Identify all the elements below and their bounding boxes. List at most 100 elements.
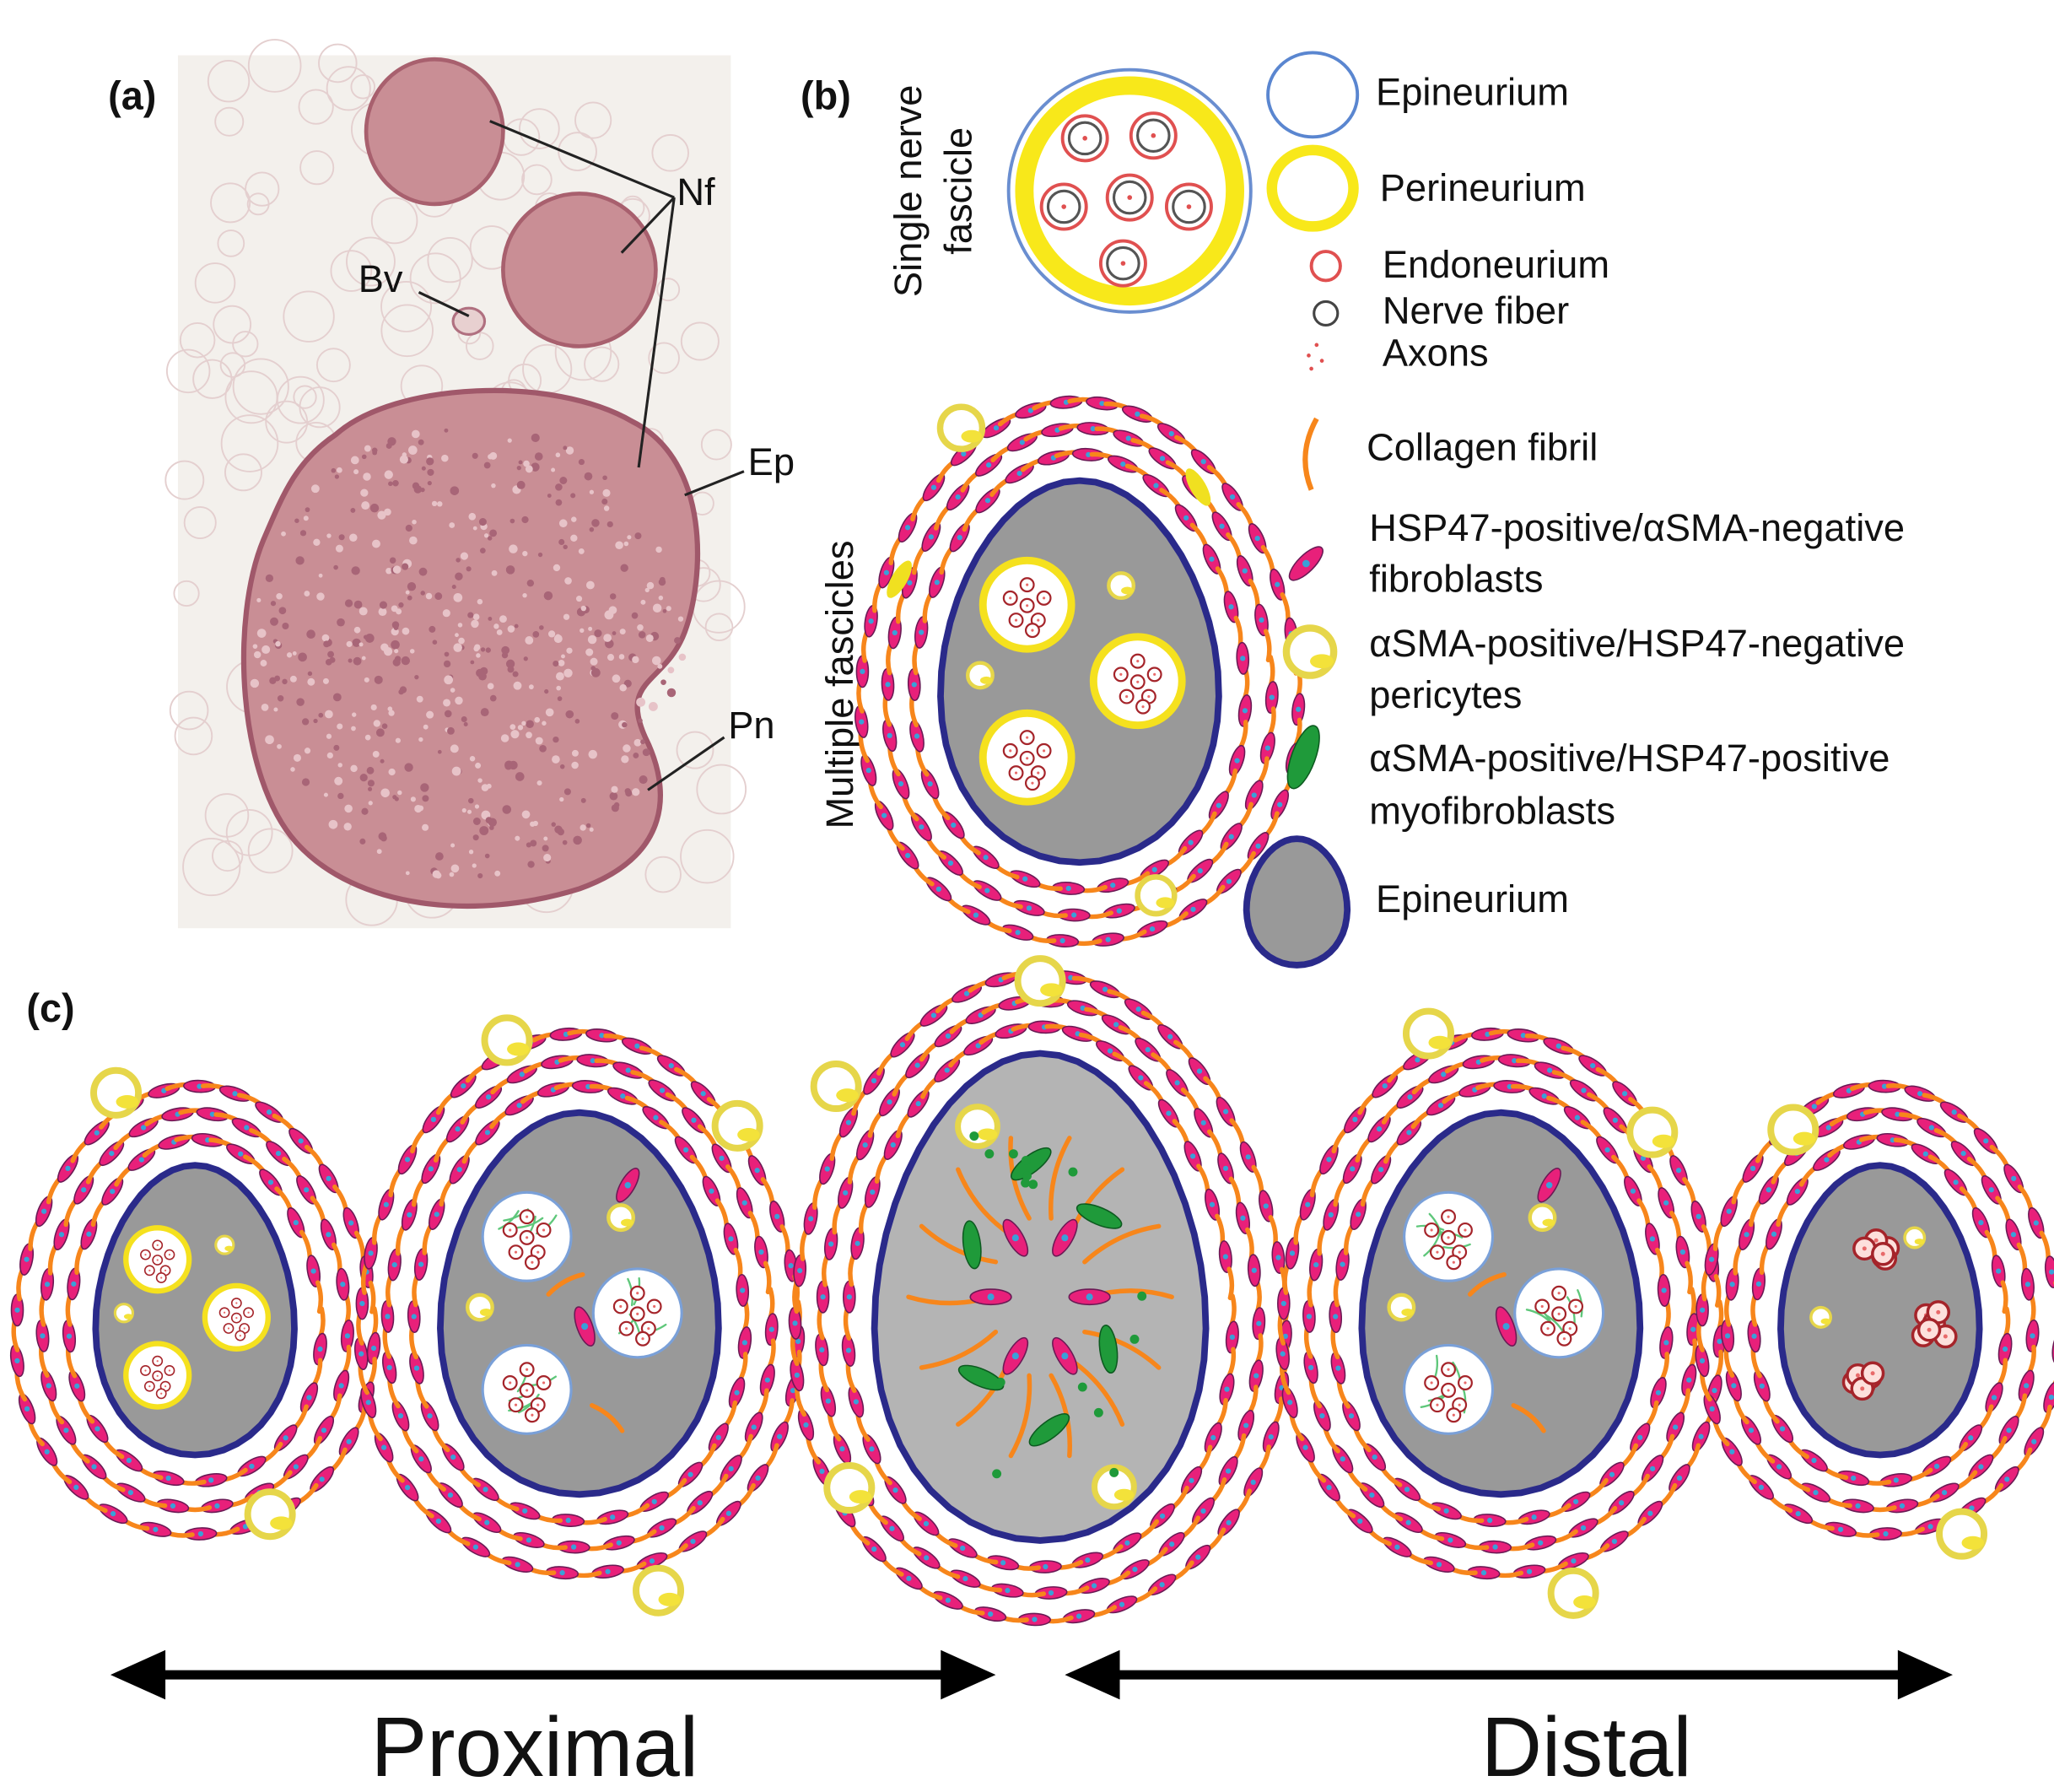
nucleus	[1978, 1464, 1984, 1470]
tissue-dot	[487, 536, 493, 541]
tissue-dot	[372, 750, 380, 758]
direction-label: Proximal	[371, 1701, 698, 1792]
nucleus	[1190, 906, 1196, 912]
nucleus	[2006, 1428, 2012, 1433]
tissue-dot	[467, 612, 474, 618]
tissue-dot	[526, 579, 535, 587]
pointer	[684, 470, 745, 497]
nucleus	[1135, 1007, 1141, 1012]
nucleus	[1933, 1463, 1940, 1470]
tissue-dot	[547, 494, 552, 498]
pericyte	[1936, 1508, 1988, 1560]
nucleus	[751, 1424, 757, 1430]
nucleus	[244, 1125, 250, 1131]
tissue-dot	[282, 678, 288, 685]
collagen-fibril	[1248, 578, 1260, 612]
rotated-title: Single nerve	[887, 85, 930, 298]
nucleus	[1699, 1307, 1706, 1313]
collagen-fibril	[1008, 1373, 1032, 1459]
collagen-fibril	[39, 1293, 46, 1327]
axon	[156, 1259, 159, 1261]
nucleus	[461, 1082, 466, 1089]
axon	[164, 1269, 167, 1271]
tissue-dot	[601, 498, 608, 505]
tissue-dot	[470, 660, 475, 665]
tissue-dot	[521, 810, 531, 819]
legend-label: Endoneurium	[1383, 243, 1609, 286]
axon	[168, 1253, 171, 1256]
nucleus	[1256, 1320, 1262, 1326]
tissue-dot	[450, 486, 460, 495]
nucleus	[197, 1530, 204, 1537]
tissue-dot	[270, 601, 277, 607]
nucleus	[862, 1142, 868, 1148]
nucleus	[1026, 905, 1032, 911]
nucleus	[1960, 1150, 1966, 1157]
nucleus	[1443, 1508, 1449, 1514]
nucleus	[391, 1261, 397, 1268]
nucleus	[2033, 1220, 2039, 1226]
tissue-dot	[545, 708, 554, 717]
legend-perineurium	[1266, 144, 1359, 232]
tissue-dot	[566, 647, 573, 654]
nucleus	[892, 629, 898, 636]
pericyte	[244, 1488, 296, 1541]
axon	[1136, 660, 1140, 663]
nucleus	[1132, 1566, 1138, 1573]
nucleus	[1356, 1212, 1361, 1217]
nucleus	[326, 1175, 332, 1181]
nucleus	[1825, 1125, 1831, 1131]
nucleus	[40, 1333, 46, 1339]
nucleus	[1637, 1434, 1643, 1440]
nucleus	[1159, 456, 1166, 461]
nucleus	[1378, 1167, 1384, 1173]
tissue-dot	[468, 512, 477, 521]
nucleus	[1264, 745, 1270, 751]
axon	[1125, 695, 1129, 699]
tissue-dot	[532, 630, 540, 638]
axon	[1186, 204, 1192, 209]
tissue-dot	[633, 738, 642, 747]
axon	[1927, 1327, 1932, 1332]
nucleus	[1151, 866, 1157, 872]
pericyte-body	[1573, 1595, 1596, 1609]
nucleus	[962, 1576, 968, 1582]
nucleus	[1895, 1111, 1900, 1117]
tissue-dot	[556, 685, 562, 691]
tissue-dot	[551, 467, 556, 472]
nucleus	[44, 1449, 50, 1455]
legend-label: Epineurium	[1376, 70, 1569, 113]
nucleus	[1922, 1151, 1928, 1157]
tissue-dot	[588, 749, 598, 759]
nucleus	[843, 1190, 849, 1196]
collagen-fibril	[919, 1329, 999, 1370]
tissue-dot	[414, 675, 419, 680]
rotated-title: Multiple fascicles	[818, 541, 861, 829]
pericyte-body	[1793, 1131, 1816, 1146]
tissue-dot	[537, 552, 543, 558]
nucleus	[348, 1220, 354, 1226]
nucleus	[1545, 1181, 1553, 1189]
tissue-dot	[380, 788, 390, 798]
nucleus	[1110, 883, 1116, 888]
nucleus	[138, 1157, 144, 1163]
nucleus	[683, 1147, 689, 1153]
nucleus	[1649, 1236, 1656, 1242]
axon	[509, 1381, 512, 1384]
nucleus	[2002, 1346, 2008, 1352]
tissue-dot	[292, 650, 297, 656]
tissue-dot	[422, 795, 429, 802]
fat-cell	[648, 342, 680, 375]
legend-label: pericytes	[1369, 673, 1522, 716]
nucleus	[283, 1435, 288, 1441]
nucleus	[1226, 1468, 1232, 1474]
myofibroblast	[962, 1220, 982, 1270]
tissue-dot	[622, 721, 628, 728]
tissue-dot	[553, 660, 559, 667]
nucleus	[1222, 1165, 1229, 1171]
tissue-dot	[450, 688, 456, 693]
tissue-dot	[426, 457, 434, 466]
pericyte-body	[737, 1127, 760, 1142]
pericyte-body	[1113, 1488, 1135, 1501]
nucleus	[1032, 1617, 1038, 1622]
